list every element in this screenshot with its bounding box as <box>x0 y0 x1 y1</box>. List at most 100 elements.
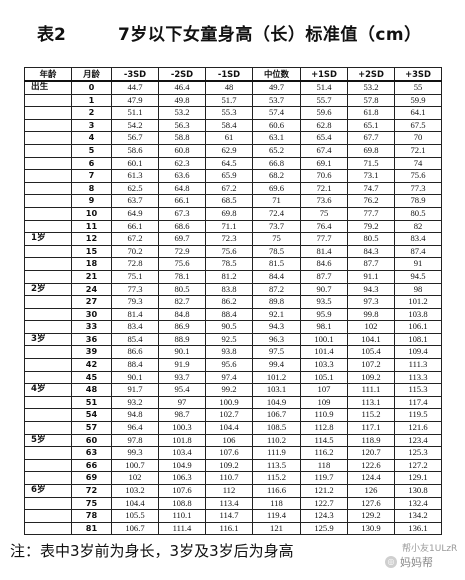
value-cell: 67.5 <box>394 118 442 133</box>
value-cell: 60.1 <box>111 156 159 171</box>
month-cell: 78 <box>71 509 112 523</box>
table-row: 39 86.6 90.1 93.8 97.5 101.4 105.4 109.4 <box>24 345 442 360</box>
table-row: 3岁 36 85.4 88.9 92.5 96.3 100.1 104.1 108.1 <box>24 332 442 347</box>
value-cell: 101.8 <box>158 433 206 448</box>
value-cell: 78.9 <box>394 194 442 208</box>
value-cell: 70 <box>394 131 442 145</box>
value-cell: 113.1 <box>347 395 395 410</box>
value-cell: 118 <box>252 496 301 511</box>
value-cell: 77.3 <box>111 282 159 297</box>
month-cell: 9 <box>71 194 112 208</box>
month-cell: 5 <box>71 143 112 158</box>
value-cell: 121.2 <box>300 484 348 498</box>
value-cell: 117.1 <box>347 421 395 435</box>
value-cell: 86.9 <box>158 320 206 334</box>
value-cell: 64.5 <box>205 156 253 171</box>
month-cell: 6 <box>71 156 112 171</box>
month-cell: 24 <box>71 282 112 297</box>
value-cell: 105.1 <box>300 370 348 385</box>
value-cell: 69.6 <box>252 181 301 196</box>
table-row: 7 61.3 63.6 65.9 68.2 70.6 73.1 75.6 <box>24 169 442 183</box>
value-cell: 70.6 <box>300 169 348 183</box>
value-cell: 116.6 <box>252 484 301 498</box>
value-cell: 122.6 <box>347 458 395 473</box>
value-cell: 119.7 <box>300 471 348 485</box>
value-cell: 83.4 <box>394 232 442 246</box>
value-cell: 87.2 <box>252 282 301 297</box>
month-cell: 81 <box>71 521 112 536</box>
value-cell: 75.6 <box>205 244 253 259</box>
value-cell: 67.4 <box>300 143 348 158</box>
value-cell: 113.3 <box>394 370 442 385</box>
value-cell: 88.9 <box>158 332 206 347</box>
age-cell <box>24 143 72 158</box>
age-cell <box>24 358 72 372</box>
month-cell: 27 <box>71 295 112 309</box>
age-cell: 2岁 <box>24 282 72 297</box>
month-cell: 10 <box>71 206 112 221</box>
value-cell: 103.8 <box>394 307 442 322</box>
value-cell: 111.9 <box>252 446 301 460</box>
value-cell: 92.1 <box>252 307 301 322</box>
month-cell: 48 <box>71 383 112 397</box>
age-cell <box>24 106 72 120</box>
value-cell: 97.5 <box>252 345 301 360</box>
value-cell: 92.5 <box>205 332 253 347</box>
value-cell: 90.1 <box>111 370 159 385</box>
value-cell: 101.2 <box>394 295 442 309</box>
value-cell: 67.2 <box>111 232 159 246</box>
value-cell: 59.9 <box>394 93 442 108</box>
column-header: +1SD <box>300 67 348 82</box>
value-cell: 104.4 <box>205 421 253 435</box>
table-row: 42 88.4 91.9 95.6 99.4 103.3 107.2 111.3 <box>24 358 442 372</box>
value-cell: 75 <box>252 232 301 246</box>
value-cell: 77.7 <box>300 232 348 246</box>
value-cell: 111.3 <box>394 358 442 372</box>
table-row: 66 100.7 104.9 109.2 113.5 118 122.6 127.2 <box>24 458 442 473</box>
month-cell: 45 <box>71 370 112 385</box>
age-cell <box>24 118 72 133</box>
value-cell: 90.1 <box>158 345 206 360</box>
document-title: 表2 7岁以下女童身高（长）标准值（cm） <box>0 16 465 46</box>
value-cell: 98.7 <box>158 408 206 423</box>
age-cell: 3岁 <box>24 332 72 347</box>
value-cell: 73.1 <box>347 169 395 183</box>
month-cell: 12 <box>71 232 112 246</box>
column-header: -3SD <box>111 67 159 82</box>
value-cell: 126 <box>347 484 395 498</box>
table-row: 75 104.4 108.8 113.4 118 122.7 127.6 132.4 <box>24 496 442 511</box>
value-cell: 62.5 <box>111 181 159 196</box>
value-cell: 51.7 <box>205 93 253 108</box>
value-cell: 101.4 <box>300 345 348 360</box>
age-cell <box>24 156 72 171</box>
value-cell: 57.8 <box>347 93 395 108</box>
value-cell: 90.5 <box>205 320 253 334</box>
value-cell: 87.4 <box>394 244 442 259</box>
value-cell: 103.1 <box>252 383 301 397</box>
value-cell: 79.3 <box>111 295 159 309</box>
month-cell: 21 <box>71 269 112 284</box>
value-cell: 54.2 <box>111 118 159 133</box>
value-cell: 97.4 <box>205 370 253 385</box>
value-cell: 82.7 <box>158 295 206 309</box>
value-cell: 72.4 <box>252 206 301 221</box>
value-cell: 99.2 <box>205 383 253 397</box>
table-row: 2岁 24 77.3 80.5 83.8 87.2 90.7 94.3 98 <box>24 282 442 297</box>
value-cell: 55.7 <box>300 93 348 108</box>
value-cell: 119.5 <box>394 408 442 423</box>
value-cell: 63.1 <box>252 131 301 145</box>
month-cell: 57 <box>71 421 112 435</box>
value-cell: 112 <box>205 484 253 498</box>
table-row: 18 72.8 75.6 78.5 81.5 84.6 87.7 91 <box>24 257 442 271</box>
value-cell: 106.3 <box>158 471 206 485</box>
value-cell: 66.1 <box>111 219 159 234</box>
value-cell: 115.2 <box>252 471 301 485</box>
value-cell: 93.2 <box>111 395 159 410</box>
value-cell: 132.4 <box>394 496 442 511</box>
value-cell: 94.3 <box>252 320 301 334</box>
value-cell: 130.8 <box>394 484 442 498</box>
value-cell: 66.8 <box>252 156 301 171</box>
value-cell: 56.3 <box>158 118 206 133</box>
month-cell: 11 <box>71 219 112 234</box>
value-cell: 104.4 <box>111 496 159 511</box>
